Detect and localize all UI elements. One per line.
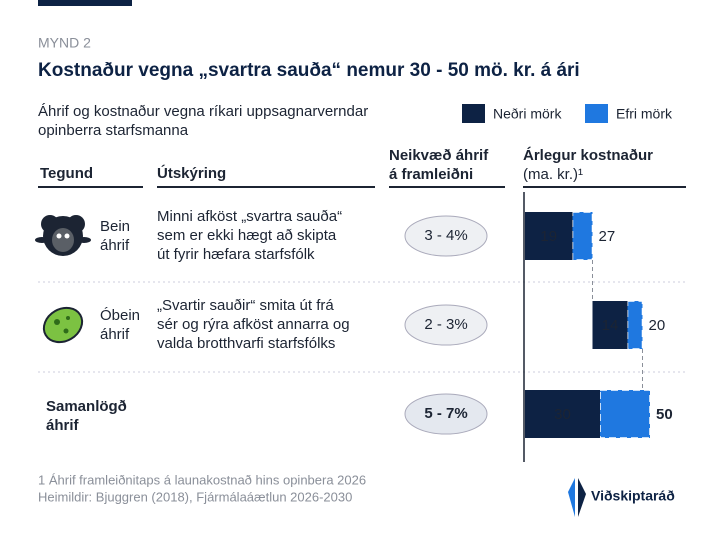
legend-label: Neðri mörk: [493, 106, 562, 122]
row-type: Óbein: [100, 307, 140, 324]
logo-text: Viðskiptaráð: [591, 488, 675, 504]
legend-swatch: [462, 104, 485, 123]
row-explanation: út fyrir hæfara starfsfólk: [157, 246, 315, 263]
column-header: Neikvæð áhrif: [389, 147, 489, 164]
row-type: Samanlögð: [46, 398, 127, 415]
bar-lower: [525, 390, 600, 438]
title: Kostnaður vegna „svartra sauða“ nemur 30…: [38, 60, 580, 81]
sheep-icon: [35, 215, 91, 256]
row-explanation: valda brotthvarfi starfsfólks: [157, 335, 335, 352]
column-header: Tegund: [40, 165, 93, 182]
column-header: á framleiðni: [389, 166, 473, 183]
impact-pill: [404, 393, 488, 435]
row-explanation: Minni afköst „svartra sauða“: [157, 208, 342, 225]
bar-upper: [571, 211, 594, 261]
column-header: Útskýring: [157, 164, 226, 182]
impact-pill: [404, 304, 488, 346]
top-accent: [38, 0, 132, 6]
germ-icon: [42, 306, 84, 344]
bar-upper: [626, 300, 644, 350]
row-type: áhrif: [100, 237, 130, 254]
row-type: áhrif: [100, 326, 130, 343]
column-header: Árlegur kostnaður: [523, 147, 653, 164]
legend-swatch: [585, 104, 608, 123]
row-type: áhrif: [46, 417, 80, 434]
subtitle: Áhrif og kostnaður vegna ríkari uppsagna…: [38, 103, 368, 120]
bar-label: 30: [554, 406, 571, 423]
impact-label: 5 - 7%: [424, 405, 467, 422]
source: Heimildir: Bjuggren (2018), Fjármálaáætl…: [38, 489, 352, 504]
impact-pill: [404, 215, 488, 257]
bar-lower: [592, 301, 628, 349]
bar-label: 27: [599, 228, 616, 245]
bar-label: 20: [649, 317, 666, 334]
logo-mark: [568, 478, 586, 517]
subtitle: opinberra starfsmanna: [38, 122, 189, 139]
bar-label: 19: [540, 228, 557, 245]
figure-label: MYND 2: [38, 35, 91, 51]
bar-label: 50: [656, 406, 673, 423]
bar-lower: [525, 212, 573, 260]
column-header: (ma. kr.)¹: [523, 166, 583, 183]
footnote: 1 Áhrif framleiðnitaps á launakostnað hi…: [38, 472, 366, 487]
bar-label: 14: [602, 317, 619, 334]
row-explanation: sér og rýra afköst annarra og: [157, 316, 350, 333]
row-explanation: „Svartir sauðir“ smita út frá: [157, 297, 334, 314]
impact-label: 2 - 3%: [424, 316, 467, 333]
row-separators: [38, 281, 686, 373]
legend-label: Efri mörk: [616, 106, 673, 122]
impact-label: 3 - 4%: [424, 227, 467, 244]
row-type: Bein: [100, 218, 130, 235]
bar-upper: [599, 389, 651, 439]
row-explanation: sem er ekki hægt að skipta: [157, 227, 337, 244]
